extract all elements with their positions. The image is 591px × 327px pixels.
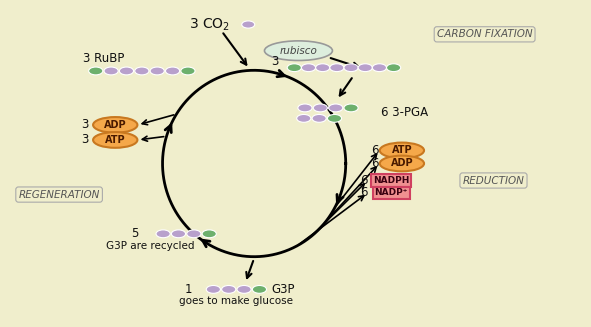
Circle shape	[344, 104, 358, 112]
Text: 6: 6	[371, 144, 378, 157]
Circle shape	[237, 285, 251, 293]
Circle shape	[165, 67, 180, 75]
Circle shape	[344, 64, 358, 72]
Circle shape	[329, 104, 343, 112]
Text: ATP: ATP	[392, 146, 412, 155]
Text: ATP: ATP	[105, 135, 125, 145]
Text: G3P: G3P	[272, 283, 296, 296]
Ellipse shape	[264, 41, 332, 60]
Circle shape	[313, 104, 327, 112]
Circle shape	[242, 21, 255, 28]
Ellipse shape	[379, 143, 424, 158]
Ellipse shape	[93, 132, 137, 148]
Circle shape	[222, 285, 236, 293]
Circle shape	[156, 230, 170, 238]
Text: 3 CO$_2$: 3 CO$_2$	[189, 16, 230, 33]
Circle shape	[287, 64, 301, 72]
Circle shape	[327, 114, 342, 122]
Circle shape	[187, 230, 201, 238]
Text: goes to make glucose: goes to make glucose	[180, 297, 293, 306]
Text: 1: 1	[184, 283, 192, 296]
Text: G3P are recycled: G3P are recycled	[106, 241, 195, 251]
Text: 3: 3	[82, 118, 89, 131]
Circle shape	[312, 114, 326, 122]
Circle shape	[298, 104, 312, 112]
Circle shape	[297, 114, 311, 122]
Circle shape	[171, 230, 186, 238]
Text: NADPH: NADPH	[373, 176, 410, 185]
Circle shape	[181, 67, 195, 75]
Circle shape	[301, 64, 316, 72]
Circle shape	[150, 67, 164, 75]
Text: CARBON FIXATION: CARBON FIXATION	[437, 29, 532, 39]
Circle shape	[89, 67, 103, 75]
Text: NADP⁺: NADP⁺	[375, 188, 408, 198]
Circle shape	[316, 64, 330, 72]
Text: 6: 6	[371, 157, 378, 170]
Circle shape	[387, 64, 401, 72]
Text: ADP: ADP	[104, 120, 126, 130]
Text: rubisco: rubisco	[280, 46, 317, 56]
Text: 5: 5	[132, 227, 139, 240]
Circle shape	[330, 64, 344, 72]
Text: 3 RuBP: 3 RuBP	[83, 52, 124, 65]
Circle shape	[135, 67, 149, 75]
Text: ADP: ADP	[391, 159, 413, 168]
Text: REDUCTION: REDUCTION	[463, 176, 524, 185]
Circle shape	[202, 230, 216, 238]
Circle shape	[104, 67, 118, 75]
Ellipse shape	[93, 117, 137, 133]
Text: REGENERATION: REGENERATION	[18, 190, 100, 199]
Text: 3: 3	[82, 133, 89, 146]
Circle shape	[252, 285, 267, 293]
Text: 3: 3	[271, 55, 278, 68]
Text: 6: 6	[360, 186, 368, 199]
Circle shape	[206, 285, 220, 293]
Circle shape	[358, 64, 372, 72]
Circle shape	[119, 67, 134, 75]
Ellipse shape	[379, 156, 424, 171]
Text: 6: 6	[360, 174, 368, 187]
Circle shape	[372, 64, 387, 72]
Text: 6 3-PGA: 6 3-PGA	[381, 106, 428, 119]
